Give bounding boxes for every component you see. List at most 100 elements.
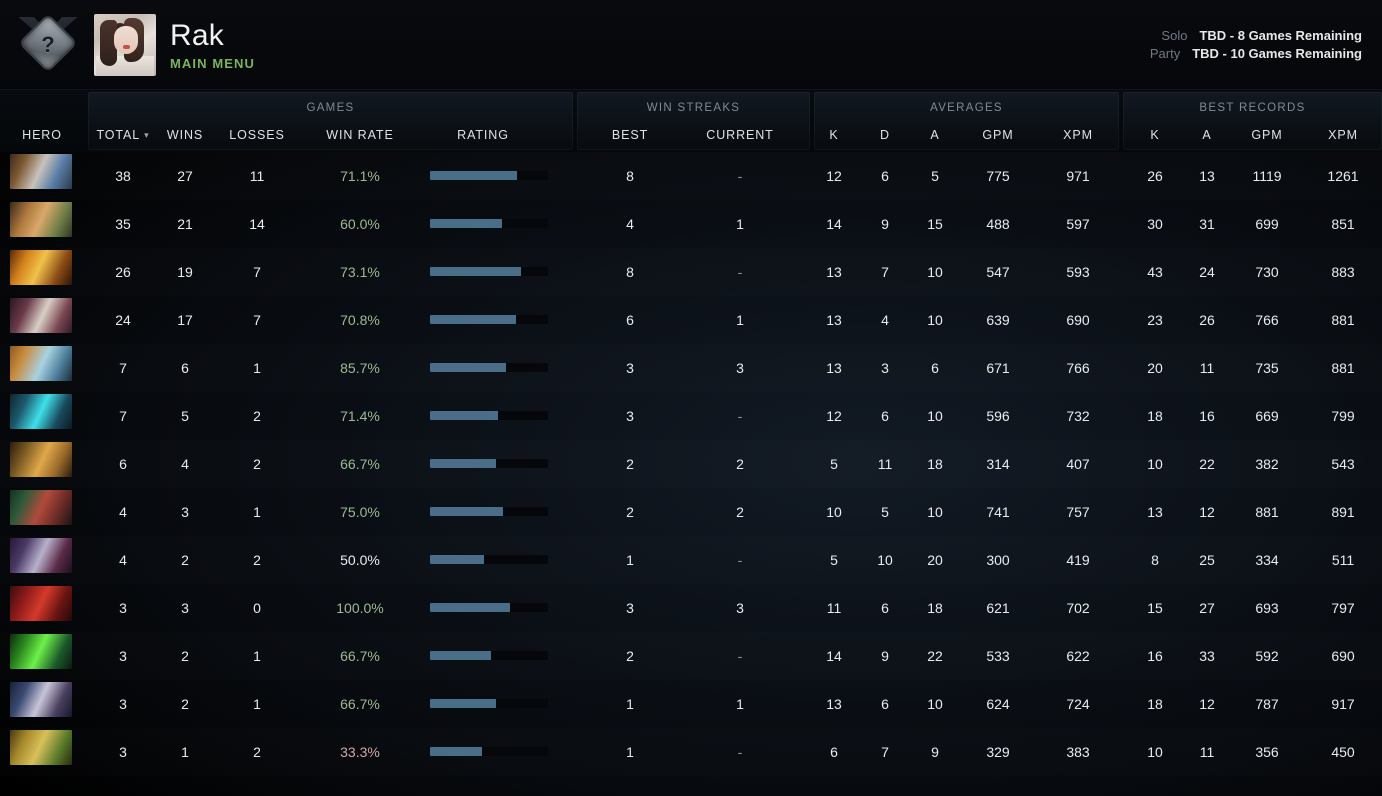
cell-best_xpm: 891 xyxy=(1331,504,1355,520)
cell-avg_xpm: 597 xyxy=(1066,216,1090,232)
cell-best: 8 xyxy=(626,168,634,184)
table-row[interactable]: 3 2 1 66.7% 1 1 13 6 10 624 724 18 12 787 917 xyxy=(0,680,1382,728)
column-header-label: GPM xyxy=(982,128,1014,142)
cell-wins: 5 xyxy=(181,408,189,424)
table-row[interactable]: 4 2 2 50.0% 1 - 5 10 20 300 419 8 25 334 511 xyxy=(0,536,1382,584)
cell-wins: 1 xyxy=(181,744,189,760)
hero-portrait-clinkz[interactable] xyxy=(10,250,72,285)
table-row[interactable]: 7 5 2 71.4% 3 - 12 6 10 596 732 18 16 669 799 xyxy=(0,392,1382,440)
hero-portrait-invoker[interactable] xyxy=(10,298,72,333)
column-header-current[interactable]: CURRENT xyxy=(692,128,788,142)
cell-best_xpm: 1261 xyxy=(1327,168,1359,184)
table-row[interactable]: 24 17 7 70.8% 6 1 13 4 10 639 690 23 26 766 881 xyxy=(0,296,1382,344)
table-row[interactable]: 7 6 1 85.7% 3 3 13 3 6 671 766 20 11 735 881 xyxy=(0,344,1382,392)
column-header-best[interactable]: BEST xyxy=(590,128,670,142)
column-header-best_xpm[interactable]: XPM xyxy=(1306,128,1380,142)
column-header-win_rate[interactable]: WIN RATE xyxy=(310,128,410,142)
avatar-face xyxy=(114,25,138,54)
column-group-title: GAMES xyxy=(306,102,355,114)
hero-portrait-sand-king[interactable] xyxy=(10,730,72,765)
hero-portrait-bounty-hunter[interactable] xyxy=(10,442,72,477)
hero-portrait-meepo[interactable] xyxy=(10,154,72,189)
hero-portrait-bloodseeker[interactable] xyxy=(10,586,72,621)
table-row[interactable]: 3 3 0 100.0% 3 3 11 6 18 621 702 15 27 693 797 xyxy=(0,584,1382,632)
cell-best: 8 xyxy=(626,264,634,280)
hero-portrait-storm-spirit[interactable] xyxy=(10,394,72,429)
cell-best_k: 20 xyxy=(1147,360,1163,376)
cell-current: 1 xyxy=(736,312,744,328)
cell-win_rate: 60.0% xyxy=(340,216,380,232)
hero-portrait-phantom-assassin[interactable] xyxy=(10,490,72,525)
rating-bar xyxy=(430,315,548,324)
rating-bar-fill xyxy=(430,267,521,276)
rating-bar-fill xyxy=(430,363,506,372)
column-header-best_a[interactable]: A xyxy=(1180,128,1234,142)
column-header-rating[interactable]: RATING xyxy=(428,128,538,142)
cell-avg_d: 9 xyxy=(881,216,889,232)
column-header-avg_k[interactable]: K xyxy=(806,128,862,142)
table-row[interactable]: 3 1 2 33.3% 1 - 6 7 9 329 383 10 11 356 450 xyxy=(0,728,1382,776)
hero-portrait-crystal-maiden[interactable] xyxy=(10,682,72,717)
cell-best_a: 25 xyxy=(1199,552,1215,568)
column-header-label: TOTAL xyxy=(96,128,141,142)
table-row[interactable]: 35 21 14 60.0% 4 1 14 9 15 488 597 30 31 699 851 xyxy=(0,200,1382,248)
cell-win_rate: 66.7% xyxy=(340,456,380,472)
cell-losses: 2 xyxy=(253,456,261,472)
cell-avg_xpm: 971 xyxy=(1066,168,1090,184)
cell-best_a: 33 xyxy=(1199,648,1215,664)
table-row[interactable]: 38 27 11 71.1% 8 - 12 6 5 775 971 26 13 1119 1261 xyxy=(0,152,1382,200)
column-header-avg_a[interactable]: A xyxy=(908,128,962,142)
column-header-label: XPM xyxy=(1063,128,1093,142)
column-header-losses[interactable]: LOSSES xyxy=(218,128,296,142)
column-group-averages: AVERAGES xyxy=(814,92,1119,150)
column-header-total[interactable]: TOTAL ▾ xyxy=(88,128,158,142)
cell-best_a: 12 xyxy=(1199,504,1215,520)
cell-best: 4 xyxy=(626,216,634,232)
column-group-title: AVERAGES xyxy=(930,102,1003,114)
table-row[interactable]: 26 19 7 73.1% 8 - 13 7 10 547 593 43 24 730 883 xyxy=(0,248,1382,296)
cell-wins: 3 xyxy=(181,504,189,520)
cell-avg_k: 13 xyxy=(826,696,842,712)
rating-bar xyxy=(430,699,548,708)
cell-best_gpm: 592 xyxy=(1255,648,1279,664)
column-header-best_gpm[interactable]: GPM xyxy=(1230,128,1304,142)
table-row[interactable]: 4 3 1 75.0% 2 2 10 5 10 741 757 13 12 881 891 xyxy=(0,488,1382,536)
column-header-hero[interactable]: HERO xyxy=(6,128,78,142)
table-row[interactable]: 3 2 1 66.7% 2 - 14 9 22 533 622 16 33 592 690 xyxy=(0,632,1382,680)
cell-best_k: 8 xyxy=(1151,552,1159,568)
rating-bar-fill xyxy=(430,747,482,756)
cell-avg_a: 10 xyxy=(927,264,943,280)
column-group-games: GAMES xyxy=(88,92,573,150)
column-header-avg_gpm[interactable]: GPM xyxy=(962,128,1034,142)
cell-best_a: 13 xyxy=(1199,168,1215,184)
cell-avg_gpm: 300 xyxy=(986,552,1010,568)
cell-avg_a: 18 xyxy=(927,456,943,472)
hero-portrait-monkey-king[interactable] xyxy=(10,202,72,237)
column-header-avg_xpm[interactable]: XPM xyxy=(1042,128,1114,142)
cell-current: - xyxy=(737,408,743,424)
column-header-avg_d[interactable]: D xyxy=(858,128,912,142)
avatar[interactable] xyxy=(94,13,156,76)
hero-portrait-ancient-apparition[interactable] xyxy=(10,346,72,381)
cell-best_k: 18 xyxy=(1147,696,1163,712)
column-header-best_k[interactable]: K xyxy=(1128,128,1182,142)
cell-avg_k: 13 xyxy=(826,312,842,328)
hero-portrait-rubick[interactable] xyxy=(10,634,72,669)
column-header-wins[interactable]: WINS xyxy=(150,128,220,142)
cell-avg_a: 10 xyxy=(927,696,943,712)
rating-bar-fill xyxy=(430,555,485,564)
table-row[interactable]: 6 4 2 66.7% 2 2 5 11 18 314 407 10 22 382 543 xyxy=(0,440,1382,488)
cell-avg_xpm: 766 xyxy=(1066,360,1090,376)
rank-row-party: Party TBD - 10 Games Remaining xyxy=(1150,46,1362,61)
column-header-label: WINS xyxy=(166,128,204,142)
rating-bar xyxy=(430,651,548,660)
main-menu-link[interactable]: MAIN MENU xyxy=(170,55,256,71)
cell-win_rate: 71.4% xyxy=(340,408,380,424)
hero-portrait-drow-ranger[interactable] xyxy=(10,538,72,573)
column-header-label: XPM xyxy=(1328,128,1358,142)
column-header-label: D xyxy=(880,128,890,142)
rank-medal-unknown-icon[interactable]: ? xyxy=(16,13,80,77)
cell-best_gpm: 881 xyxy=(1255,504,1279,520)
cell-avg_a: 5 xyxy=(931,168,939,184)
